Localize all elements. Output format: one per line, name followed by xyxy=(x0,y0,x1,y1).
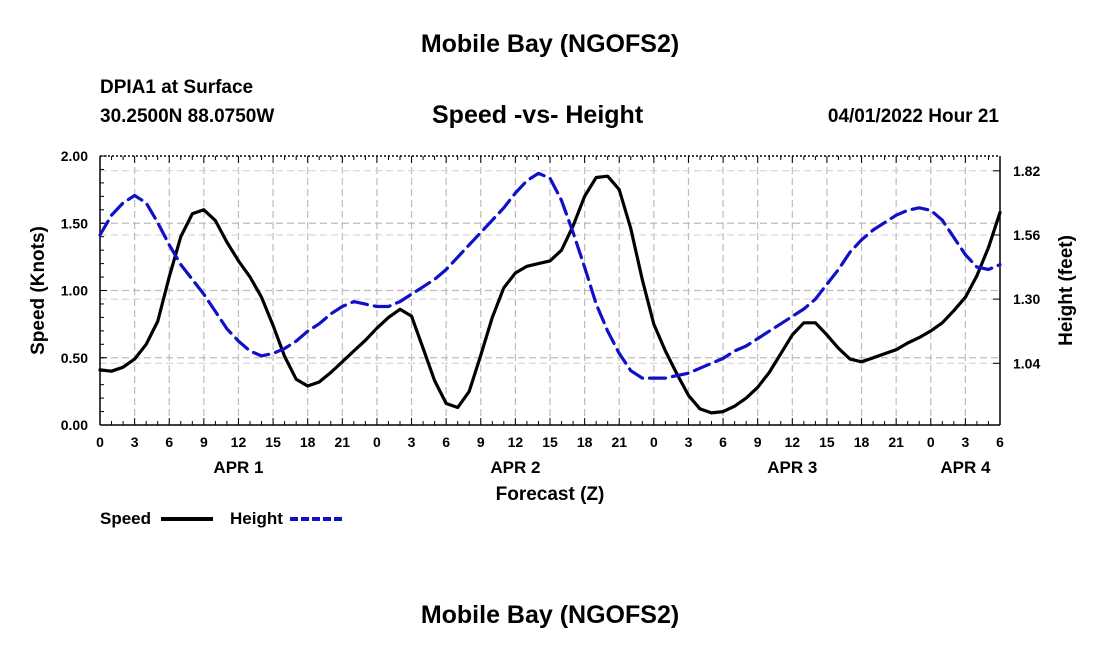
x-tick-label: 18 xyxy=(854,434,870,450)
y-axis-title: Speed (Knots) xyxy=(28,226,49,355)
x-tick-label: 9 xyxy=(477,434,485,450)
page-title: Mobile Bay (NGOFS2) xyxy=(420,30,680,58)
x-tick-label: 9 xyxy=(754,434,762,450)
speed-height-chart: 0 3 6 9 12 15 18 21 0 3 6 9 12 15 18 21 0 3 6 9 12 15 18 21 0 3 6A… xyxy=(28,148,1077,505)
x-tick-label: 21 xyxy=(888,434,904,450)
chart-title: Speed -vs- Height xyxy=(432,101,644,129)
x-tick-label: 21 xyxy=(335,434,351,450)
y2-tick-label: 1.56 xyxy=(1013,227,1040,243)
legend-height-label: Height xyxy=(230,509,283,528)
y2-axis-title: Height (feet) xyxy=(1056,235,1077,346)
day-label: APR 3 xyxy=(767,458,817,477)
legend-speed-label: Speed xyxy=(100,509,152,528)
x-tick-label: 6 xyxy=(996,434,1004,450)
station-label: DPIA1 at Surface xyxy=(100,77,254,98)
x-tick-label: 15 xyxy=(265,434,281,450)
series-line-speed xyxy=(98,174,1002,415)
x-tick-label: 3 xyxy=(685,434,693,450)
y-tick-label: 1.50 xyxy=(61,215,88,231)
x-tick-label: 12 xyxy=(785,434,801,450)
y2-tick-label: 1.04 xyxy=(1013,355,1040,371)
x-tick-label: 6 xyxy=(165,434,173,450)
y-tick-label: 1.00 xyxy=(61,283,88,299)
day-label: APR 1 xyxy=(213,458,263,477)
y2-tick-label: 1.30 xyxy=(1013,291,1040,307)
x-tick-label: 12 xyxy=(231,434,247,450)
x-tick-label: 3 xyxy=(131,434,139,450)
y-tick-label: 0.50 xyxy=(61,350,88,366)
day-label: APR 2 xyxy=(490,458,540,477)
series xyxy=(98,171,1002,415)
x-tick-label: 6 xyxy=(719,434,727,450)
x-tick-label: 0 xyxy=(96,434,104,450)
legend-height-swatch xyxy=(290,517,342,521)
axes: 0 3 6 9 12 15 18 21 0 3 6 9 12 15 18 21 0 3 6 9 12 15 18 21 0 3 6A… xyxy=(28,148,1077,505)
x-tick-label: 15 xyxy=(542,434,558,450)
x-axis-title: Forecast (Z) xyxy=(496,484,605,505)
x-tick-label: 0 xyxy=(373,434,381,450)
x-tick-label: 9 xyxy=(200,434,208,450)
x-tick-label: 15 xyxy=(819,434,835,450)
x-tick-label: 12 xyxy=(508,434,524,450)
y-tick-label: 2.00 xyxy=(61,148,88,164)
series-line-height xyxy=(98,171,1002,380)
x-tick-label: 6 xyxy=(442,434,450,450)
coords-label: 30.2500N 88.0750W xyxy=(100,106,275,127)
footer-title: Mobile Bay (NGOFS2) xyxy=(420,601,680,629)
x-tick-label: 3 xyxy=(408,434,416,450)
legend-speed-swatch xyxy=(161,517,213,521)
x-tick-label: 18 xyxy=(577,434,593,450)
x-tick-label: 0 xyxy=(650,434,658,450)
datetime-label: 04/01/2022 Hour 21 xyxy=(827,106,999,127)
x-tick-label: 21 xyxy=(611,434,627,450)
x-tick-label: 18 xyxy=(300,434,316,450)
day-label: APR 4 xyxy=(940,458,991,477)
grid xyxy=(100,156,1000,425)
y-tick-label: 0.00 xyxy=(61,417,88,433)
x-tick-label: 0 xyxy=(927,434,935,450)
x-tick-label: 3 xyxy=(961,434,969,450)
y2-tick-label: 1.82 xyxy=(1013,163,1040,179)
